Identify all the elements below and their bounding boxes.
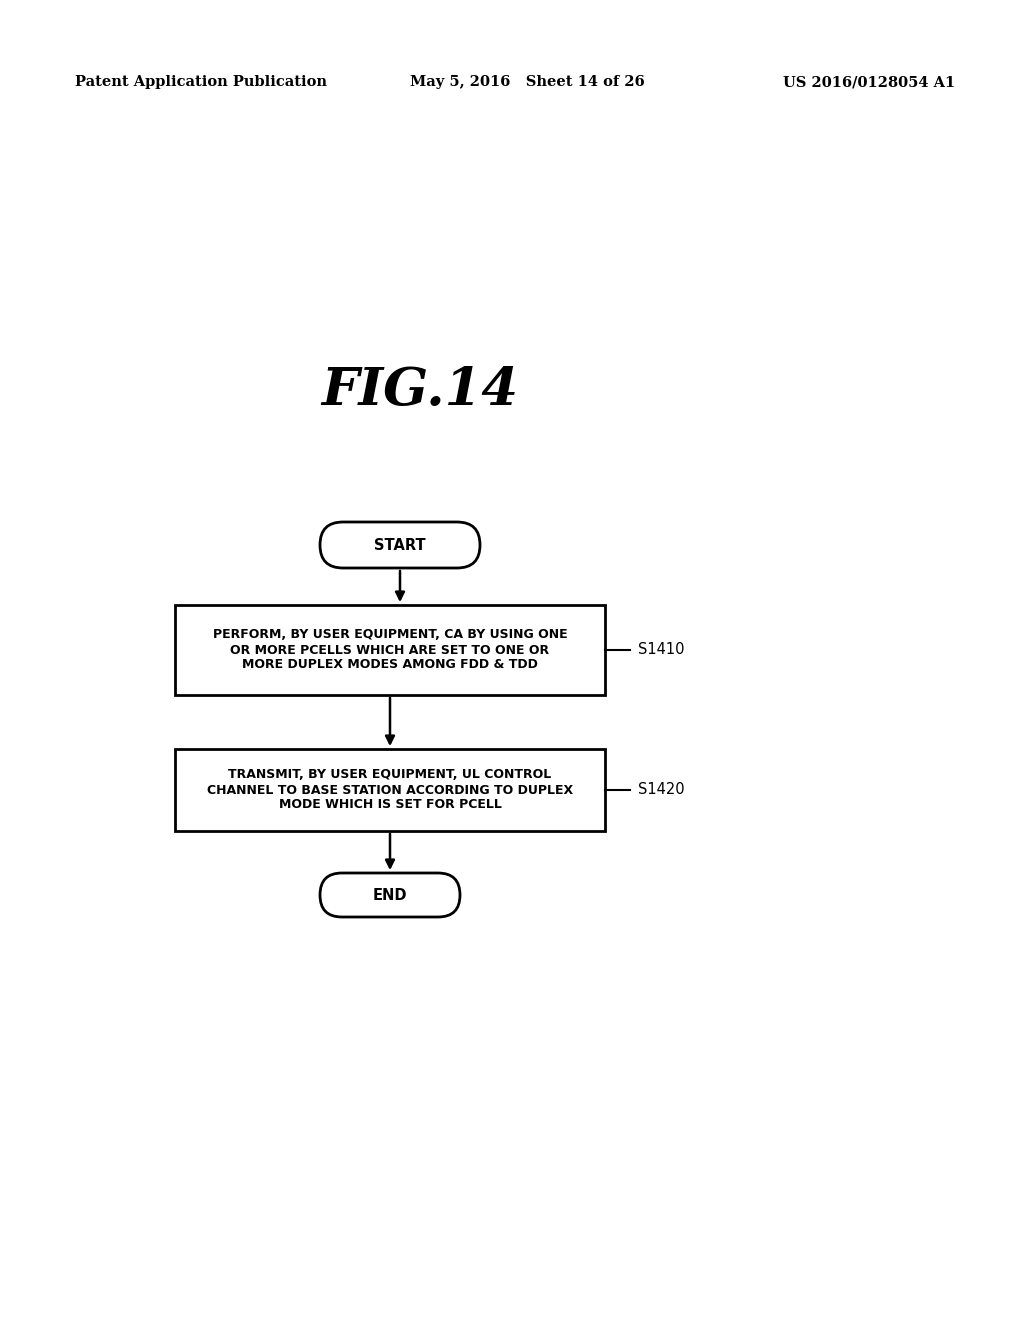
Text: START: START	[374, 537, 426, 553]
Text: S1410: S1410	[638, 643, 684, 657]
FancyBboxPatch shape	[319, 873, 460, 917]
Text: May 5, 2016   Sheet 14 of 26: May 5, 2016 Sheet 14 of 26	[410, 75, 645, 88]
Text: PERFORM, BY USER EQUIPMENT, CA BY USING ONE
OR MORE PCELLS WHICH ARE SET TO ONE : PERFORM, BY USER EQUIPMENT, CA BY USING …	[213, 628, 567, 672]
Text: US 2016/0128054 A1: US 2016/0128054 A1	[782, 75, 955, 88]
Text: Patent Application Publication: Patent Application Publication	[75, 75, 327, 88]
FancyBboxPatch shape	[175, 748, 605, 832]
FancyBboxPatch shape	[319, 521, 480, 568]
Text: FIG.14: FIG.14	[322, 364, 518, 416]
FancyBboxPatch shape	[175, 605, 605, 696]
Text: S1420: S1420	[638, 783, 685, 797]
Text: END: END	[373, 887, 408, 903]
Text: TRANSMIT, BY USER EQUIPMENT, UL CONTROL
CHANNEL TO BASE STATION ACCORDING TO DUP: TRANSMIT, BY USER EQUIPMENT, UL CONTROL …	[207, 768, 573, 812]
